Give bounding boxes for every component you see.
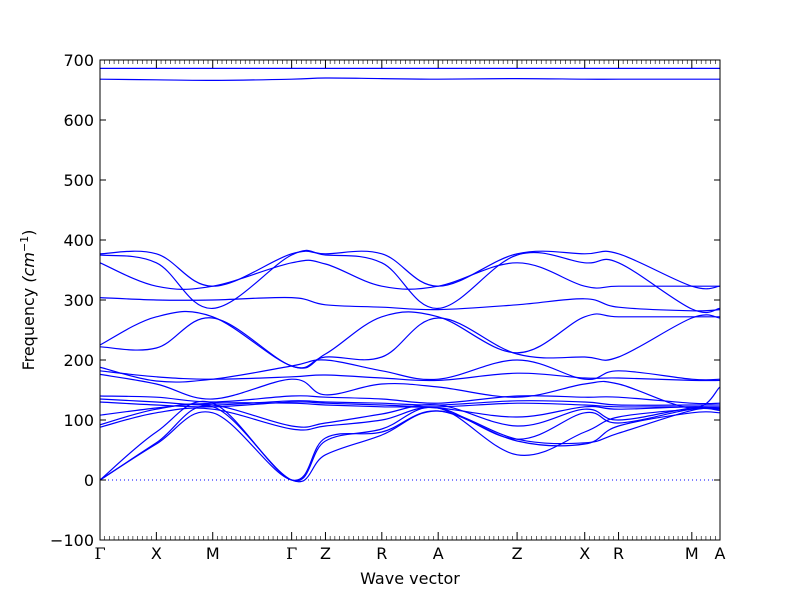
- y-tick-label: 400: [63, 231, 94, 250]
- y-tick-label: 300: [63, 291, 94, 310]
- kpoint-label: Z: [320, 544, 331, 563]
- x-axis-label: Wave vector: [360, 569, 460, 588]
- y-tick-label: 100: [63, 411, 94, 430]
- y-axis-label-exponent: −1: [18, 236, 31, 252]
- band-line-7: [100, 310, 720, 369]
- y-tick-label: 500: [63, 171, 94, 190]
- kpoint-label: X: [151, 544, 162, 563]
- y-tick-label: 0: [84, 471, 94, 490]
- band-line-1: [100, 77, 720, 82]
- band-line-17: [100, 406, 720, 440]
- y-axis-label-close: ): [19, 230, 38, 236]
- band-line-18: [100, 400, 720, 482]
- kpoint-label: Γ: [94, 544, 105, 563]
- band-line-16: [100, 403, 720, 428]
- kpoint-label: A: [715, 544, 726, 563]
- band-line-10: [100, 370, 720, 382]
- y-tick-label: 200: [63, 351, 94, 370]
- y-axis-label: Frequency (cm−1): [18, 230, 38, 371]
- band-line-8: [100, 314, 720, 369]
- kpoint-label: X: [579, 544, 590, 563]
- kpoint-label: R: [613, 544, 624, 563]
- band-line-19: [100, 405, 720, 483]
- band-line-20: [100, 410, 720, 481]
- y-axis-label-text: Frequency: [19, 283, 38, 371]
- kpoint-label: Z: [512, 544, 523, 563]
- band-line-6: [100, 296, 720, 312]
- band-line-12: [100, 395, 720, 405]
- band-line-4: [100, 249, 720, 314]
- y-tick-label: 700: [63, 51, 94, 70]
- kpoint-label: M: [685, 544, 699, 563]
- y-tick-label: 600: [63, 111, 94, 130]
- kpoint-label: M: [206, 544, 220, 563]
- band-line-5: [100, 259, 720, 290]
- y-tick-label: −100: [50, 531, 94, 550]
- y-axis-label-unit: (cm: [19, 252, 38, 283]
- band-lines: [100, 67, 720, 483]
- kpoint-label: R: [376, 544, 387, 563]
- band-line-11: [100, 373, 720, 409]
- kpoint-label: Γ: [286, 544, 297, 563]
- band-line-3: [100, 250, 720, 290]
- y-axis-ticks: −100 0 100 200 300 400 500 600 700: [50, 51, 720, 550]
- kpoint-label: A: [433, 544, 444, 563]
